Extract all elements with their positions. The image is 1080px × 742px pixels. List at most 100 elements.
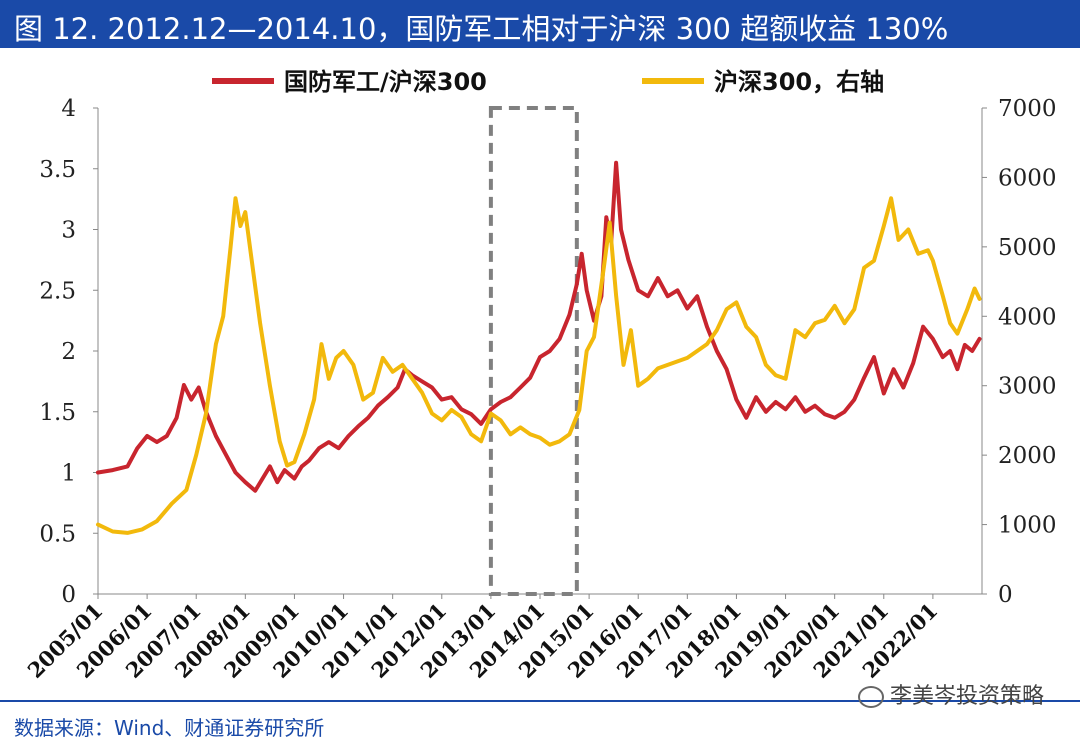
data-point-defense-relative <box>538 355 542 359</box>
data-point-csi300 <box>931 259 935 263</box>
data-point-defense-relative <box>558 337 562 341</box>
data-point-defense-relative <box>734 398 739 402</box>
legend-label-defense-relative: 国防军工/沪深300 <box>284 68 487 96</box>
data-point-defense-relative <box>941 355 945 359</box>
data-point-defense-relative <box>430 385 434 390</box>
series-line-defense-relative <box>96 160 982 493</box>
data-point-csi300 <box>629 328 633 332</box>
data-point-defense-relative <box>575 282 579 286</box>
data-point-defense-relative <box>275 480 279 484</box>
data-point-csi300 <box>715 328 719 332</box>
data-point-csi300 <box>302 432 306 436</box>
data-point-defense-relative <box>585 288 589 292</box>
data-point-defense-relative <box>253 489 257 493</box>
data-point-defense-relative <box>135 446 139 450</box>
data-point-defense-relative <box>970 349 974 353</box>
data-point-csi300 <box>538 436 542 440</box>
highlight-box <box>488 106 579 596</box>
data-point-defense-relative <box>396 385 400 390</box>
data-point-defense-relative <box>366 416 370 420</box>
data-point-csi300 <box>585 349 589 353</box>
data-point-csi300 <box>916 252 920 256</box>
y-right-tick-label: 4000 <box>998 304 1057 330</box>
data-point-defense-relative <box>189 398 193 402</box>
data-point-csi300 <box>882 224 886 228</box>
data-point-csi300 <box>774 373 778 377</box>
data-point-defense-relative <box>508 395 513 399</box>
data-point-csi300 <box>194 453 198 457</box>
data-point-csi300 <box>518 425 523 429</box>
data-point-defense-relative <box>356 424 360 428</box>
data-point-defense-relative <box>901 385 906 390</box>
data-point-defense-relative <box>580 252 584 256</box>
data-point-defense-relative <box>784 407 788 411</box>
data-point-defense-relative <box>300 464 304 468</box>
data-point-defense-relative <box>224 452 228 456</box>
data-point-defense-relative <box>774 400 778 404</box>
data-point-defense-relative <box>803 410 807 414</box>
data-point-defense-relative <box>165 434 169 438</box>
data-point-defense-relative <box>317 446 321 450</box>
data-point-defense-relative <box>307 458 311 462</box>
data-point-defense-relative <box>948 349 952 353</box>
data-point-csi300 <box>567 432 572 436</box>
y-left-tick-label: 0.5 <box>39 521 76 547</box>
data-point-csi300 <box>420 391 424 395</box>
data-point-defense-relative <box>376 404 380 408</box>
data-point-defense-relative <box>955 367 960 371</box>
figure-title: 图 12. 2012.12—2014.10，国防军工相对于沪深 300 超额收益… <box>14 12 949 46</box>
data-point-defense-relative <box>440 398 444 402</box>
data-point-defense-relative <box>921 325 925 329</box>
data-point-csi300 <box>548 443 552 447</box>
watermark-text: 李美岑投资策略 <box>889 684 1044 709</box>
data-point-defense-relative <box>882 391 886 396</box>
data-point-csi300 <box>391 370 395 374</box>
data-point-csi300 <box>221 314 225 318</box>
data-point-defense-relative <box>619 227 623 232</box>
data-point-csi300 <box>725 307 729 311</box>
y-right-tick-label: 1000 <box>998 513 1057 539</box>
data-point-defense-relative <box>197 385 201 390</box>
data-point-csi300 <box>125 531 130 535</box>
data-point-defense-relative <box>705 325 709 329</box>
data-point-csi300 <box>238 224 242 228</box>
data-point-csi300 <box>508 432 513 436</box>
x-axis-tick-labels: 2005/012006/012007/012008/012009/012010/… <box>22 598 942 683</box>
data-point-defense-relative <box>283 468 287 472</box>
data-point-csi300 <box>440 418 444 422</box>
data-point-defense-relative <box>125 464 130 468</box>
data-point-csi300 <box>268 384 272 388</box>
series-line-csi300 <box>96 196 982 535</box>
data-point-defense-relative <box>931 337 935 341</box>
data-point-defense-relative <box>636 288 640 292</box>
highlight-box-group <box>488 106 579 596</box>
y-right-tick-label: 2000 <box>998 443 1057 469</box>
data-point-csi300 <box>977 297 982 301</box>
data-point-defense-relative <box>977 337 982 341</box>
data-point-csi300 <box>764 363 768 367</box>
data-point-csi300 <box>251 266 255 270</box>
data-point-defense-relative <box>145 434 149 438</box>
data-point-csi300 <box>96 523 100 527</box>
data-point-csi300 <box>955 332 960 336</box>
wechat-icon <box>857 686 884 708</box>
chart-legend: 国防军工/沪深300 沪深300，右轴 <box>212 68 884 96</box>
figure-title-bar: 图 12. 2012.12—2014.10，国防军工相对于沪深 300 超额收益… <box>0 0 1080 48</box>
watermark: 李美岑投资策略 <box>857 678 1044 710</box>
data-point-csi300 <box>371 391 375 395</box>
data-point-defense-relative <box>386 395 390 399</box>
data-point-csi300 <box>459 415 463 419</box>
data-point-csi300 <box>889 196 893 200</box>
data-point-csi300 <box>111 529 115 534</box>
data-point-csi300 <box>666 363 670 367</box>
data-point-defense-relative <box>833 416 837 420</box>
data-point-defense-relative <box>813 404 817 408</box>
data-point-defense-relative <box>675 288 680 292</box>
data-point-defense-relative <box>175 416 179 420</box>
data-point-defense-relative <box>214 434 218 438</box>
data-point-csi300 <box>608 221 612 225</box>
data-point-csi300 <box>214 342 218 346</box>
data-point-csi300 <box>140 527 144 531</box>
footer-rule <box>0 700 1080 702</box>
data-point-csi300 <box>381 356 385 360</box>
